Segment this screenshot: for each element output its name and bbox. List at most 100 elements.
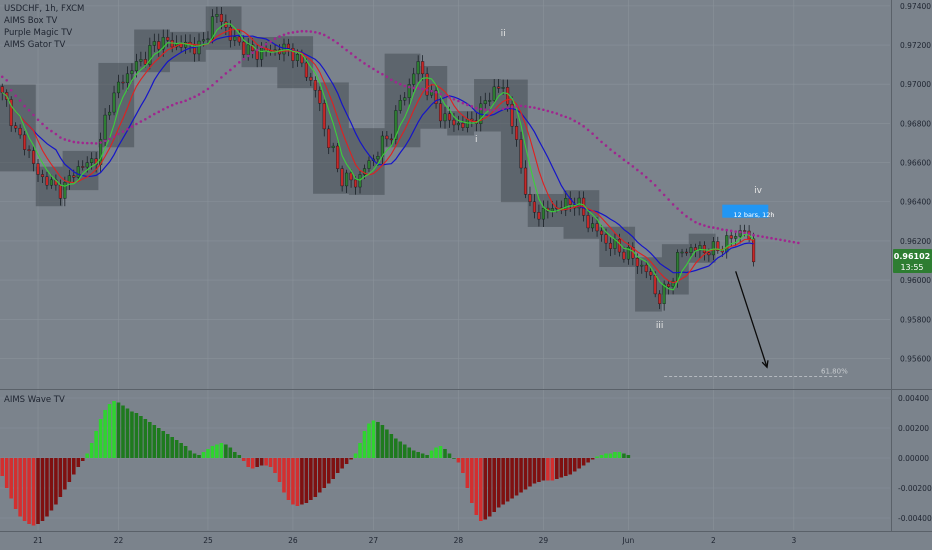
wave-bar-negative: [304, 458, 309, 503]
purple-magic-dot: [497, 108, 500, 112]
purple-magic-dot: [229, 68, 232, 72]
purple-magic-dot: [314, 30, 317, 34]
purple-magic-dot: [501, 107, 505, 110]
wave-bar-positive: [411, 450, 416, 458]
purple-magic-dot: [461, 101, 465, 105]
wave-pane-title[interactable]: AIMS Wave TV: [4, 395, 65, 405]
wave-label-ii: ii: [501, 29, 506, 39]
wave-bar-negative: [67, 458, 72, 482]
bull-candle: [260, 48, 264, 60]
purple-magic-dot: [0, 75, 4, 79]
wave-bar-positive: [416, 452, 420, 458]
wave-bar-positive: [376, 422, 380, 458]
wave-bar-negative: [76, 458, 81, 467]
purple-magic-dot: [644, 175, 648, 179]
wave-bar-negative: [474, 458, 479, 515]
wave-bar-positive: [148, 422, 152, 458]
bull-candle: [640, 264, 644, 267]
purple-magic-dot: [41, 122, 44, 126]
wave-bar-positive: [165, 434, 170, 458]
fib-level-label: 61.80%: [821, 367, 848, 375]
bear-candle: [58, 184, 62, 199]
wave-bar-negative: [22, 458, 27, 521]
legend-purple-magic[interactable]: Purple Magic TV: [4, 28, 72, 38]
bear-candle: [143, 59, 147, 65]
wave-bar-positive: [604, 453, 608, 458]
gator-lips-line: [1, 23, 754, 291]
wave-bar-positive: [152, 425, 157, 458]
bull-candle: [76, 166, 80, 178]
purple-magic-dot: [734, 230, 738, 233]
wave-bar-positive: [617, 452, 622, 458]
purple-magic-dot: [390, 78, 393, 82]
purple-magic-dot: [349, 52, 353, 55]
purple-magic-dot: [770, 236, 773, 240]
bear-candle: [707, 252, 711, 256]
purple-magic-dot: [76, 141, 80, 144]
bear-candle: [121, 81, 125, 84]
purple-magic-dot: [166, 105, 170, 109]
bull-candle: [49, 179, 53, 186]
bars-projection[interactable]: 12 bars, 12h: [722, 204, 775, 219]
wave-bar-negative: [322, 458, 327, 488]
bear-candle: [166, 37, 170, 41]
purple-magic-dot: [649, 179, 653, 183]
wave-bar-negative: [255, 458, 259, 467]
purple-magic-dot: [81, 141, 85, 145]
purple-magic-dot: [175, 101, 178, 105]
price-tick-label: 0.96800: [900, 119, 931, 128]
bull-candle: [407, 84, 411, 98]
bear-candle: [9, 99, 13, 126]
wave-bar-positive: [237, 455, 242, 458]
wave-bar-negative: [501, 458, 505, 505]
purple-magic-dot: [434, 90, 438, 94]
wave-bar-negative: [45, 458, 49, 517]
purple-magic-dot: [457, 99, 460, 103]
purple-magic-dot: [546, 109, 550, 113]
wave-bar-negative: [317, 458, 322, 493]
purple-magic-dot: [220, 76, 223, 79]
wave-bar-positive: [179, 443, 183, 458]
purple-magic-dot: [653, 184, 657, 187]
purple-magic-dot: [161, 108, 165, 111]
purple-magic-dot: [85, 141, 89, 145]
purple-magic-dot: [506, 106, 509, 109]
bull-candle: [215, 14, 219, 17]
purple-magic-dot: [752, 233, 755, 237]
legend-aims-gator[interactable]: AIMS Gator TV: [4, 40, 65, 50]
symbol-title[interactable]: USDCHF, 1h, FXCM: [4, 4, 84, 14]
purple-magic-dot: [636, 168, 639, 172]
bull-candle: [711, 241, 715, 256]
bear-candle: [322, 103, 326, 130]
bull-candle: [698, 245, 702, 251]
purple-magic-dot: [68, 139, 71, 143]
wave-bar-negative: [344, 458, 349, 464]
purple-magic-dot: [694, 220, 697, 224]
bull-candle: [134, 61, 138, 71]
wave-bar-negative: [335, 458, 340, 473]
purple-magic-dot: [72, 140, 76, 144]
wave-bar-positive: [170, 437, 174, 458]
purple-magic-dot: [144, 117, 147, 121]
purple-magic-dot: [233, 64, 237, 68]
purple-magic-dot: [600, 140, 603, 144]
purple-magic-dot: [157, 110, 161, 114]
purple-magic-dot: [586, 128, 590, 132]
wave-bar-negative: [295, 458, 300, 506]
purple-magic-dot: [658, 189, 661, 192]
purple-magic-dot: [519, 104, 523, 108]
purple-magic-dot: [716, 227, 720, 230]
wave-bar-negative: [40, 458, 45, 521]
bull-candle: [90, 158, 94, 163]
purple-magic-dot: [443, 94, 447, 97]
bull-candle: [380, 135, 384, 157]
wave-bar-negative: [309, 458, 313, 500]
bull-candle: [85, 162, 89, 168]
bear-candle: [519, 139, 523, 169]
bear-candle: [0, 86, 4, 93]
legend-aims-box[interactable]: AIMS Box TV: [4, 16, 57, 26]
purple-magic-dot: [367, 65, 371, 68]
bull-candle: [501, 87, 505, 89]
wave-bar-positive: [94, 431, 98, 458]
